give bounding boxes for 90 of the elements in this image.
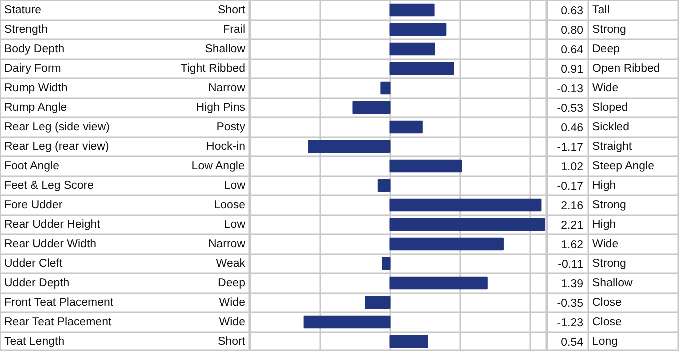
- text: Wide: [219, 316, 246, 328]
- y-tick-label: Udder Depth: [4, 277, 70, 290]
- bar: [380, 82, 391, 95]
- data-label: 2.16: [561, 200, 584, 212]
- bar: [365, 296, 391, 310]
- y-tick-label: Feet & Leg Score: [4, 180, 94, 192]
- text: Strong: [592, 24, 626, 36]
- data-label: -0.53: [557, 102, 584, 115]
- text: Straight: [592, 140, 633, 153]
- y-tick-label: Strength: [4, 24, 48, 36]
- data-label: 0.54: [561, 336, 584, 349]
- bar: [352, 101, 391, 114]
- bar: [390, 4, 435, 17]
- y-tick-label: Rear Leg (rear view): [4, 140, 110, 153]
- data-label: -1.23: [557, 317, 584, 330]
- text: Narrow: [208, 238, 246, 250]
- data-label: 1.02: [561, 161, 584, 174]
- y-tick-label: Front Teat Placement: [4, 296, 114, 309]
- y-tick-label: Rear Udder Width: [4, 238, 97, 250]
- text: Posty: [216, 121, 246, 134]
- bar: [304, 316, 391, 329]
- text: High Pins: [196, 102, 246, 114]
- bar: [390, 62, 454, 76]
- text: Shallow: [205, 43, 246, 56]
- bar: [390, 23, 447, 36]
- data-label: 0.63: [561, 5, 584, 18]
- text: Low: [224, 218, 246, 231]
- bar: [390, 218, 546, 232]
- text: Wide: [592, 238, 619, 250]
- data-label: 1.39: [561, 278, 584, 290]
- y-tick-label: Rump Angle: [4, 102, 68, 114]
- text: Close: [592, 296, 622, 309]
- text: Loose: [214, 199, 246, 212]
- data-label: 0.91: [561, 64, 584, 76]
- text: Low Angle: [192, 160, 245, 172]
- text: Short: [218, 4, 246, 16]
- y-tick-label: Teat Length: [4, 336, 65, 348]
- text: Frail: [223, 24, 246, 36]
- text: Narrow: [208, 82, 246, 94]
- text: Strong: [592, 199, 626, 212]
- text: High: [592, 218, 616, 231]
- text: Hock-in: [206, 140, 246, 153]
- data-label: 0.46: [561, 122, 584, 134]
- bar: [382, 257, 391, 270]
- data-label: 0.80: [561, 24, 584, 37]
- y-tick-label: Dairy Form: [4, 62, 62, 75]
- y-tick-label: Rear Udder Height: [4, 218, 102, 231]
- y-tick-label: Foot Angle: [4, 160, 60, 172]
- text: Open Ribbed: [592, 62, 660, 75]
- text: Long: [592, 336, 618, 348]
- y-tick-label: Body Depth: [4, 43, 65, 56]
- data-label: -0.11: [558, 258, 584, 271]
- y-tick-label: Fore Udder: [4, 199, 63, 212]
- text: Sloped: [592, 102, 628, 114]
- bar: [390, 120, 423, 134]
- text: Wide: [592, 82, 619, 94]
- y-tick-label: Rear Leg (side view): [4, 121, 110, 134]
- bar: [390, 276, 488, 290]
- bar: [390, 160, 462, 173]
- y-tick-label: Udder Cleft: [4, 258, 64, 270]
- data-label: 2.21: [561, 220, 584, 232]
- text: Short: [218, 336, 246, 348]
- text: Sickled: [592, 121, 630, 134]
- bar: [378, 179, 391, 192]
- data-label: -0.17: [557, 180, 584, 193]
- bar: [390, 42, 436, 56]
- text: Shallow: [592, 277, 634, 290]
- text: Weak: [216, 258, 246, 270]
- text: Strong: [592, 258, 626, 270]
- bar: [390, 238, 504, 251]
- text: Deep: [218, 277, 246, 290]
- text: Low: [224, 180, 246, 192]
- bar: [390, 198, 542, 212]
- data-label: -0.13: [557, 83, 584, 96]
- text: Steep Angle: [592, 160, 655, 172]
- y-tick-label: Rump Width: [4, 82, 68, 94]
- text: Deep: [592, 43, 620, 56]
- text: Tall: [592, 4, 610, 16]
- text: Tight Ribbed: [180, 62, 246, 75]
- bar: [308, 140, 391, 154]
- text: Wide: [219, 296, 246, 309]
- data-label: 0.64: [561, 44, 584, 56]
- data-label: -1.17: [557, 142, 584, 154]
- text: Close: [592, 316, 622, 328]
- data-label: -0.35: [557, 298, 584, 310]
- y-tick-label: Stature: [4, 4, 42, 16]
- bar: [390, 335, 428, 348]
- text: High: [592, 180, 616, 192]
- y-tick-label: Rear Teat Placement: [4, 316, 112, 328]
- data-label: 1.62: [561, 239, 584, 252]
